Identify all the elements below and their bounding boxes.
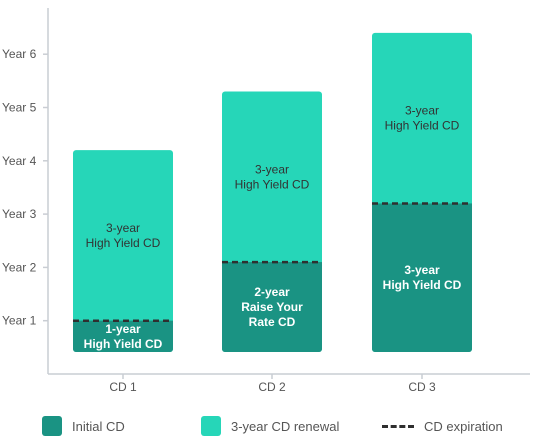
legend-item-expiration: CD expiration [382,413,503,439]
renewal-segment-label: 3-year High Yield CD [235,162,310,191]
initial-segment-label: 1-year High Yield CD [84,322,163,351]
y-tick-label: Year 6 [2,47,37,61]
bar-initial [222,262,322,352]
x-tick-label: CD 3 [408,380,436,394]
bar-initial-top-edge [73,320,173,327]
renewal-segment-label: 3-year High Yield CD [86,221,161,250]
bar-renewal [73,150,173,352]
legend-label-expiration: CD expiration [424,418,503,434]
y-tick-label: Year 1 [2,314,37,328]
bar-initial-top-edge [372,203,472,210]
x-tick-label: CD 1 [109,380,137,394]
legend-label-renewal: 3-year CD renewal [231,418,340,434]
legend-item-renewal: 3-year CD renewal [201,413,339,439]
y-tick-label: Year 2 [2,260,37,274]
y-tick-label: Year 4 [2,154,37,168]
legend-dash-expiration [382,424,414,428]
x-tick-label: CD 2 [258,380,286,394]
legend-label-initial-cd: Initial CD [72,418,125,434]
legend-item-initial-cd: Initial CD [42,413,125,439]
y-tick-label: Year 5 [2,101,37,115]
legend-swatch-renewal [201,416,221,436]
initial-segment-label: 2-year Raise Your Rate CD [241,285,303,329]
legend-swatch-initial-cd [42,416,62,436]
bar-initial [73,320,173,352]
y-tick-label: Year 3 [2,207,37,221]
initial-segment-label: 3-year High Yield CD [383,263,462,292]
renewal-segment-label: 3-year High Yield CD [385,104,460,133]
bar-initial-top-edge [222,262,322,269]
bar-initial [372,203,472,352]
